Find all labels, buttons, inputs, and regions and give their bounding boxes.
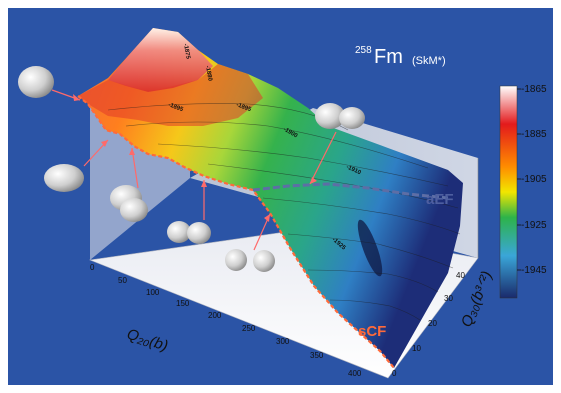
aef-label: aEF xyxy=(426,191,454,208)
title-mass: 258 xyxy=(355,45,372,56)
q30-tick: 30 xyxy=(444,294,453,303)
contour-label: -1880 xyxy=(204,65,213,82)
q30-tick: 20 xyxy=(428,319,437,328)
nuclear-shapes xyxy=(18,66,365,272)
q30-tick: 40 xyxy=(456,271,465,280)
q20-tick: 0 xyxy=(90,263,95,272)
contour-lines xyxy=(107,103,461,321)
contour-label: -1895 xyxy=(235,102,252,113)
colorbar-tick: -1925 xyxy=(521,220,547,231)
scf-path xyxy=(77,95,395,369)
q20-tick: 50 xyxy=(118,276,127,285)
surface-valley xyxy=(357,219,383,277)
figure-panel: -1875 -1880 -1895 -1895 -1900 -1910 -192… xyxy=(8,8,553,385)
q20-tick: 250 xyxy=(242,324,256,333)
title-nucleus: Fm xyxy=(374,46,403,68)
colorbar-tick: -1945 xyxy=(521,265,547,276)
shape-two-fragments xyxy=(225,249,275,272)
q30-tick: 0 xyxy=(392,369,397,378)
colorbar-gradient xyxy=(499,85,518,299)
colorbar-tick: -1905 xyxy=(521,174,547,185)
aef-path xyxy=(252,182,449,200)
q20-tick: 200 xyxy=(208,311,222,320)
surface-red-region xyxy=(78,64,263,126)
q30-tick: 10 xyxy=(412,344,421,353)
q20-axis-label: Q₂₀(b) xyxy=(125,326,170,355)
surface-peak xyxy=(108,28,213,92)
shape-aef-fragments xyxy=(315,103,365,129)
q20-tick: 100 xyxy=(146,288,160,297)
colorbar: -1865 -1885 -1905 -1925 -1945 xyxy=(499,84,547,299)
q20-tick: 300 xyxy=(276,337,290,346)
colorbar-tick: -1865 xyxy=(521,84,547,95)
contour-label: -1875 xyxy=(182,43,191,60)
pointer-arrowheads xyxy=(73,94,317,222)
contour-label: -1895 xyxy=(167,102,184,113)
colorbar-tick: -1885 xyxy=(521,129,547,140)
surface-plot: -1875 -1880 -1895 -1895 -1900 -1910 -192… xyxy=(18,28,547,379)
shape-oblate xyxy=(44,164,84,192)
shape-necked xyxy=(167,221,211,244)
scf-label: sCF xyxy=(358,323,386,340)
title-model: (SkM*) xyxy=(412,55,446,67)
q20-tick: 400 xyxy=(348,369,362,378)
q30-axis: 0 10 20 30 40 xyxy=(392,271,465,378)
q20-axis: 0 50 100 150 200 250 300 350 400 xyxy=(90,263,362,378)
shape-elongated xyxy=(110,185,148,222)
shape-sphere xyxy=(18,66,54,98)
plot-title: 258 Fm (SkM*) xyxy=(355,45,446,68)
q20-tick: 150 xyxy=(176,299,190,308)
q20-tick: 350 xyxy=(310,351,324,360)
